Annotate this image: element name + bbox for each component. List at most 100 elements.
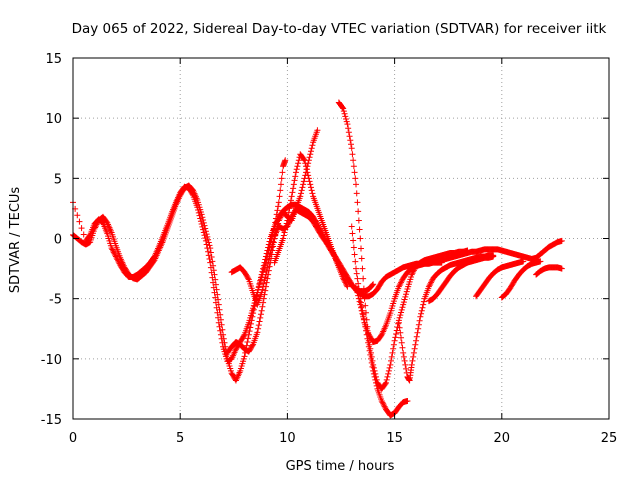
data-point [255,325,262,332]
data-point [204,245,211,252]
data-point [282,226,289,233]
axis-ticks: 0 5 10 15 20 25 -15 -10 -5 0 5 10 15 [41,52,618,446]
y-axis-label: SDTVAR / TECUs [8,187,23,294]
data-point [403,365,410,372]
data-point [350,157,357,164]
y-tick-label: -15 [41,413,62,428]
data-point [420,298,427,305]
data-point [261,277,268,284]
data-point [393,330,400,337]
data-point [345,129,352,136]
data-point [257,276,264,283]
data-point [425,283,432,290]
data-point [346,133,353,140]
data-point [362,302,369,309]
data-point [263,267,270,274]
data-point [370,367,377,374]
data-point [378,397,385,404]
data-point [393,327,400,334]
data-point [307,181,314,188]
data-point [110,249,117,256]
data-point [205,252,212,259]
data-point [369,363,376,370]
data-point [262,287,269,294]
data-point [373,379,380,386]
data-point [256,318,263,325]
data-point [207,259,214,266]
data-point [358,245,365,252]
data-point [370,370,377,377]
data-point [245,335,252,342]
data-point [199,223,206,230]
data-point [371,373,378,380]
data-point [78,225,85,232]
data-point [384,373,391,380]
data-point [387,361,394,368]
data-point [358,307,365,314]
data-point [352,258,359,265]
data-point [342,279,349,286]
data-point [244,338,251,345]
data-point [381,403,388,410]
data-point [305,172,312,179]
data-point [413,333,420,340]
data-point [395,283,402,290]
data-point [284,217,291,224]
data-point [112,252,119,259]
data-point [388,353,395,360]
data-point [399,344,406,351]
data-point [285,209,292,216]
data-point [413,337,420,344]
data-point [114,256,121,263]
data-point [268,244,275,251]
data-point [200,229,207,236]
data-point [382,380,389,387]
data-point [115,257,122,264]
data-point [398,279,405,286]
data-point [276,193,283,200]
data-point [309,142,316,149]
data-point [215,319,222,326]
data-point [352,175,359,182]
data-point [389,349,396,356]
data-point [265,257,272,264]
data-point [386,364,393,371]
data-point [258,289,265,296]
data-point [348,145,355,152]
data-point [415,321,422,328]
data-point [418,307,425,314]
y-tick-label: 0 [54,233,62,248]
data-point [113,254,120,261]
data-point [280,232,287,239]
data-point [349,230,356,237]
data-point [213,304,220,311]
x-tick-label: 20 [494,431,511,446]
data-point [241,353,248,360]
data-point [278,175,285,182]
data-point [340,275,347,282]
data-point [300,178,307,185]
data-point [399,304,406,311]
data-point [290,181,297,188]
data-point [340,105,347,112]
data-point [257,314,264,321]
data-point [380,400,387,407]
data-point [414,329,421,336]
data-point [279,169,286,176]
data-point [355,208,362,215]
data-point [110,247,117,254]
data-point [194,204,201,211]
data-point [343,282,350,289]
data-point [240,332,247,339]
data-point [195,207,202,214]
data-point [300,156,307,163]
data-point [343,115,350,122]
data-point [358,304,365,311]
data-point [209,274,216,281]
data-point [255,322,262,329]
data-point [275,199,282,206]
data-point [250,302,257,309]
grid [73,58,609,419]
y-tick-label: -5 [49,293,62,308]
data-point [277,213,284,220]
